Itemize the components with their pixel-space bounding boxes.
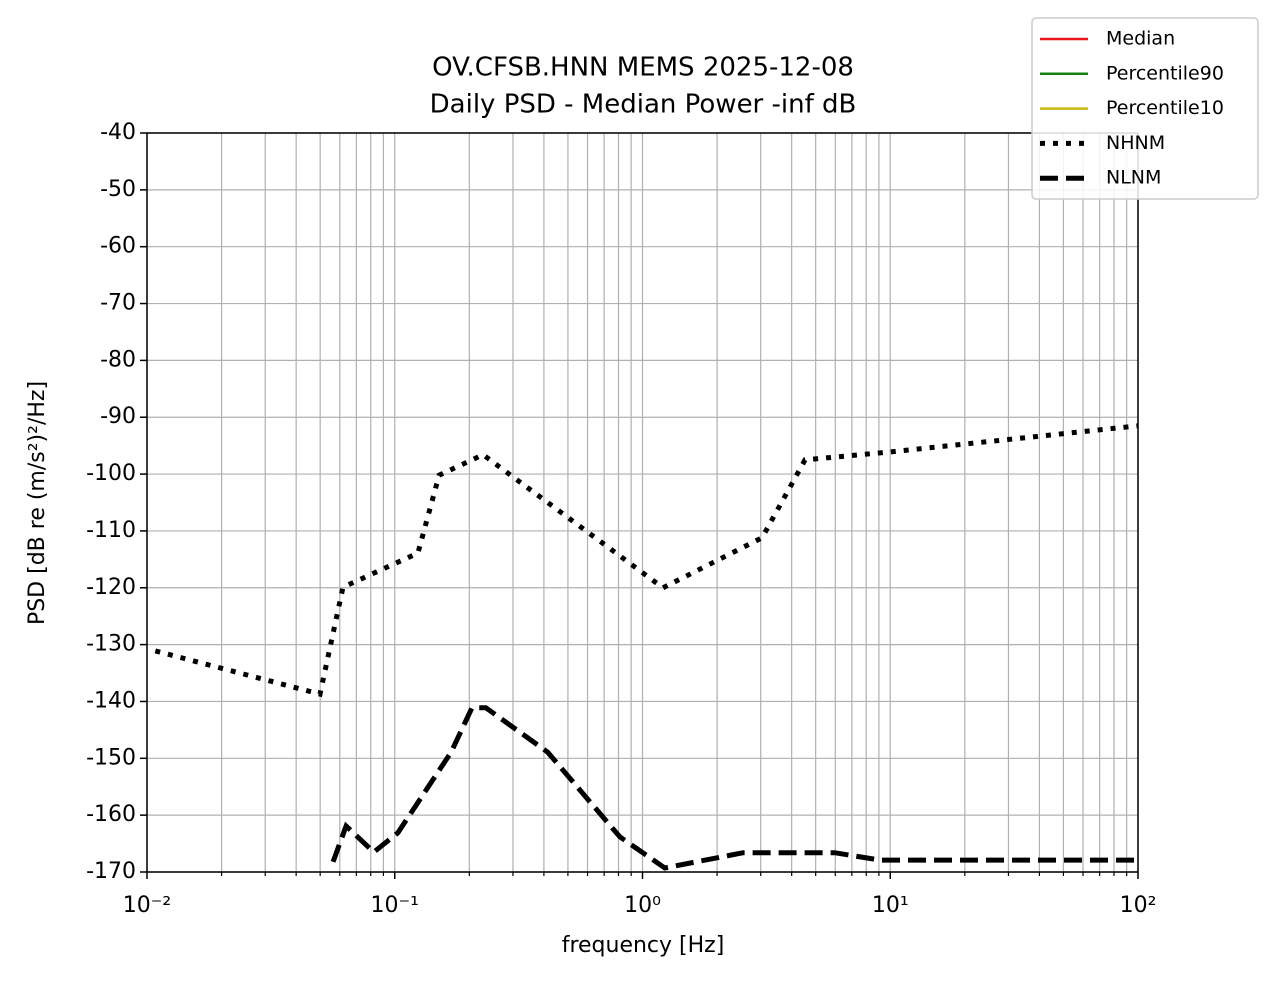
y-tick-label: -60 (100, 234, 136, 259)
y-tick-label: -170 (86, 859, 136, 884)
legend-label: NHNM (1106, 132, 1165, 154)
legend-label: Percentile10 (1106, 97, 1224, 119)
y-tick-label: -50 (100, 177, 136, 202)
legend-label: Median (1106, 28, 1175, 50)
y-tick-label: -40 (100, 120, 136, 145)
y-axis-label: PSD [dB re (m/s²)²/Hz] (25, 381, 50, 625)
plot-frame (146, 132, 1139, 873)
x-axis-label: frequency [Hz] (562, 933, 725, 958)
y-tick-label: -100 (86, 461, 136, 486)
x-tick-label: 10¹ (872, 893, 909, 918)
y-tick-label: -70 (100, 291, 136, 316)
y-tick-label: -160 (86, 802, 136, 827)
legend-box (1031, 17, 1259, 200)
legend-label: NLNM (1106, 167, 1161, 189)
y-tick-label: -130 (86, 632, 136, 657)
legend-label: Percentile90 (1106, 62, 1224, 84)
x-tick-label: 10⁻² (123, 893, 171, 918)
y-tick-label: -110 (86, 518, 136, 543)
series-line (330, 705, 1138, 871)
x-tick-label: 10⁰ (624, 893, 661, 918)
chart-subtitle: Daily PSD - Median Power -inf dB (430, 90, 857, 120)
x-tick-label: 10² (1120, 893, 1157, 918)
y-tick-label: -140 (86, 688, 136, 713)
y-tick-label: -150 (86, 745, 136, 770)
chart-title: OV.CFSB.HNN MEMS 2025-12-08 (432, 53, 854, 83)
y-tick-label: -90 (100, 404, 136, 429)
y-tick-label: -120 (86, 575, 136, 600)
y-tick-label: -80 (100, 347, 136, 372)
x-tick-label: 10⁻¹ (371, 893, 419, 918)
